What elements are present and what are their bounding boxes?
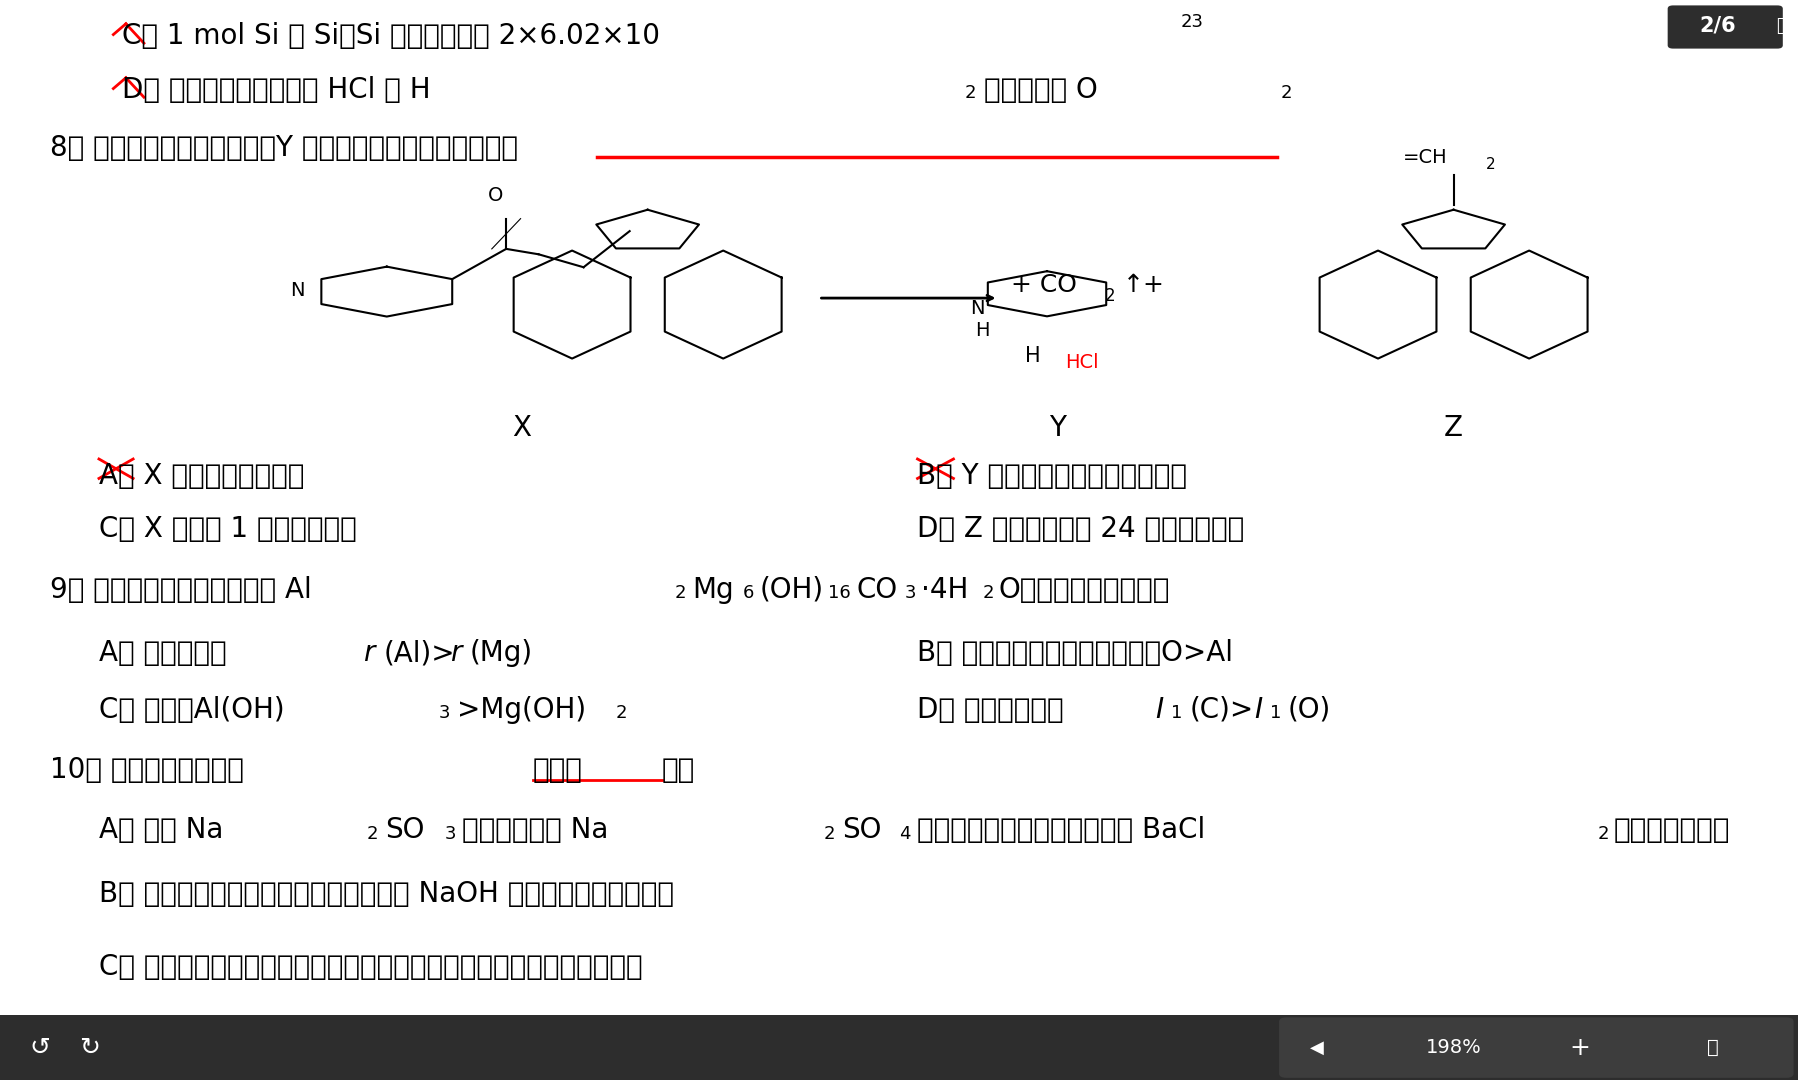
Text: 溶液中是否含 Na: 溶液中是否含 Na	[462, 816, 608, 845]
Text: C． X 中存在 1 个手性碳原子: C． X 中存在 1 个手性碳原子	[99, 515, 356, 543]
Text: 2: 2	[674, 584, 685, 603]
Text: ·4H: ·4H	[921, 576, 967, 604]
Text: C． 1 mol Si 含 Si－Si 键的数目约为 2×6.02×10: C． 1 mol Si 含 Si－Si 键的数目约为 2×6.02×10	[122, 22, 660, 50]
Text: O。下列说法正确的是: O。下列说法正确的是	[998, 576, 1169, 604]
Text: (Mg): (Mg)	[469, 639, 532, 667]
Text: X: X	[512, 414, 530, 442]
Text: 198%: 198%	[1426, 1038, 1480, 1057]
Text: 16: 16	[827, 584, 850, 603]
Text: CO: CO	[856, 576, 897, 604]
Text: ⧉: ⧉	[1775, 17, 1785, 35]
Text: 3: 3	[439, 704, 450, 723]
FancyBboxPatch shape	[1278, 1017, 1793, 1078]
Text: O: O	[487, 186, 503, 205]
Text: C． 碱性：Al(OH): C． 碱性：Al(OH)	[99, 696, 284, 724]
Text: ◀: ◀	[1309, 1039, 1323, 1056]
Text: 1: 1	[1170, 704, 1181, 723]
Text: (OH): (OH)	[759, 576, 823, 604]
Text: Z: Z	[1444, 414, 1462, 442]
Text: 2: 2	[615, 704, 626, 723]
Text: 2: 2	[964, 84, 975, 103]
Text: (O): (O)	[1287, 696, 1331, 724]
Text: ⎕: ⎕	[1706, 1038, 1717, 1057]
Text: N: N	[289, 281, 304, 300]
Text: 2: 2	[823, 825, 834, 843]
Text: 23: 23	[1179, 13, 1203, 31]
Text: B． 基态原子的未成对电子数：O>Al: B． 基态原子的未成对电子数：O>Al	[917, 639, 1233, 667]
Text: A． 原子半径：: A． 原子半径：	[99, 639, 227, 667]
Text: ：取样，加入足量盐酸酸化的 BaCl: ：取样，加入足量盐酸酸化的 BaCl	[917, 816, 1205, 845]
Text: 的是: 的是	[662, 756, 694, 784]
Text: 4: 4	[899, 825, 910, 843]
Text: 2: 2	[1485, 157, 1494, 172]
Text: B． 除去苯中混有的少量苯酚：加入足量 NaOH 溶液，振荡，静置，分: B． 除去苯中混有的少量苯酚：加入足量 NaOH 溶液，振荡，静置，分	[99, 880, 674, 908]
Text: I: I	[1253, 696, 1262, 724]
Text: ↑+: ↑+	[1122, 273, 1163, 297]
Text: A． 检验 Na: A． 检验 Na	[99, 816, 223, 845]
Text: SO: SO	[385, 816, 424, 845]
Text: +: +	[1568, 1036, 1589, 1059]
Text: (Al)>: (Al)>	[383, 639, 455, 667]
Text: 1: 1	[1269, 704, 1280, 723]
Text: 应充分去除 O: 应充分去除 O	[984, 76, 1097, 104]
Text: 3: 3	[444, 825, 455, 843]
Text: r: r	[363, 639, 374, 667]
Text: A． X 不能发生水解反应: A． X 不能发生水解反应	[99, 462, 304, 490]
Text: 8． 如图所示的自偲化反应，Y 做偲化剂。下列说法正确的是: 8． 如图所示的自偲化反应，Y 做偲化剂。下列说法正确的是	[50, 134, 518, 162]
Text: D． 第一电离能：: D． 第一电离能：	[917, 696, 1064, 724]
Text: >Mg(OH): >Mg(OH)	[457, 696, 586, 724]
FancyBboxPatch shape	[1667, 5, 1782, 49]
Text: Mg: Mg	[692, 576, 734, 604]
Text: D． 制备高纯硅的原料气 HCl 和 H: D． 制备高纯硅的原料气 HCl 和 H	[122, 76, 432, 104]
Text: =CH: =CH	[1402, 148, 1447, 167]
Text: HCl: HCl	[1064, 353, 1099, 373]
Text: ↻: ↻	[79, 1036, 101, 1059]
Text: I: I	[1154, 696, 1163, 724]
Text: B． Y 与盐酸反应的产物不溶于水: B． Y 与盐酸反应的产物不溶于水	[917, 462, 1187, 490]
Text: H: H	[1025, 346, 1041, 366]
Text: 10． 下列实验方案设计: 10． 下列实验方案设计	[50, 756, 245, 784]
Text: 2: 2	[982, 584, 992, 603]
FancyBboxPatch shape	[0, 1015, 1798, 1080]
Text: 2: 2	[1104, 287, 1115, 306]
Text: C． 鉴别乙醇溶液与乙酸溶液：各取溶液少许，加入石蕊溶液，观察现象: C． 鉴别乙醇溶液与乙酸溶液：各取溶液少许，加入石蕊溶液，观察现象	[99, 953, 642, 981]
Text: N: N	[969, 299, 984, 319]
Text: 2: 2	[1280, 84, 1291, 103]
Text: r: r	[450, 639, 460, 667]
Text: 溶液，观察现象: 溶液，观察现象	[1613, 816, 1730, 845]
Text: SO: SO	[841, 816, 881, 845]
Text: 9． 铝碳酸镁片的主要成分是 Al: 9． 铝碳酸镁片的主要成分是 Al	[50, 576, 311, 604]
Text: (C)>: (C)>	[1188, 696, 1253, 724]
Text: D． Z 分子中最多有 24 个原子共平面: D． Z 分子中最多有 24 个原子共平面	[917, 515, 1244, 543]
Text: 2: 2	[1597, 825, 1607, 843]
Text: ↺: ↺	[29, 1036, 50, 1059]
Text: 2: 2	[367, 825, 378, 843]
Text: 不正确: 不正确	[532, 756, 583, 784]
Text: + CO: + CO	[1010, 273, 1077, 297]
Text: Y: Y	[1048, 414, 1066, 442]
Text: H: H	[975, 321, 989, 340]
Text: 2/6: 2/6	[1699, 16, 1735, 36]
Text: 6: 6	[743, 584, 753, 603]
Text: 3: 3	[904, 584, 915, 603]
